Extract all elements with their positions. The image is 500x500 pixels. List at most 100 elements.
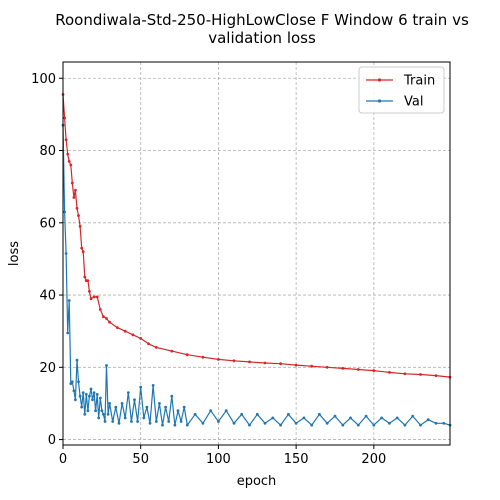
data-point xyxy=(100,409,104,413)
chart-title: Roondiwala-Std-250-HighLowClose F Window… xyxy=(55,11,469,47)
data-point xyxy=(103,420,107,423)
data-point xyxy=(106,412,110,416)
data-point xyxy=(66,331,70,335)
data-point xyxy=(403,372,407,376)
data-point xyxy=(248,423,251,427)
data-point xyxy=(161,423,164,427)
data-point xyxy=(240,412,244,416)
data-point xyxy=(182,405,186,409)
data-point xyxy=(74,398,77,402)
data-point xyxy=(325,365,329,369)
data-point xyxy=(102,412,105,416)
data-point xyxy=(117,421,121,425)
data-point xyxy=(88,394,91,398)
data-point xyxy=(224,409,228,413)
legend-item-train: Train xyxy=(366,74,435,89)
data-point xyxy=(294,421,298,425)
series-layer xyxy=(61,93,452,427)
data-point xyxy=(98,308,102,311)
data-point xyxy=(66,152,70,156)
data-point xyxy=(63,210,66,214)
data-point xyxy=(434,374,438,377)
data-point xyxy=(64,138,68,142)
data-point xyxy=(263,421,267,425)
data-point xyxy=(105,317,108,320)
data-point xyxy=(434,421,438,425)
data-point xyxy=(255,412,259,416)
data-point xyxy=(72,196,76,199)
data-point xyxy=(92,295,96,299)
data-point xyxy=(78,225,82,228)
data-point xyxy=(201,421,205,425)
data-point xyxy=(201,355,205,359)
data-point xyxy=(80,405,84,409)
data-point xyxy=(95,295,99,299)
data-point xyxy=(364,414,368,418)
series-line-val xyxy=(62,125,451,426)
x-axis-label: epoch xyxy=(237,474,277,489)
data-point xyxy=(126,391,130,394)
data-point xyxy=(193,412,197,416)
data-point xyxy=(111,420,115,423)
data-point xyxy=(232,359,236,363)
data-point xyxy=(158,402,161,405)
data-point xyxy=(131,333,135,337)
data-point xyxy=(108,402,111,405)
data-point xyxy=(92,391,96,394)
data-point xyxy=(139,385,143,389)
data-point xyxy=(310,423,314,427)
data-point xyxy=(151,384,155,387)
data-point xyxy=(83,275,87,279)
x-tick-label: 150 xyxy=(284,452,309,467)
data-point xyxy=(83,412,87,416)
legend: Train Val xyxy=(358,66,445,114)
x-tick-label: 50 xyxy=(132,452,149,467)
data-point xyxy=(95,393,99,396)
data-point xyxy=(154,420,158,423)
data-point xyxy=(75,206,79,210)
data-point xyxy=(209,409,213,413)
data-point xyxy=(89,387,93,391)
data-point xyxy=(388,371,391,374)
axis-ticks: 0 50 100 150 200 0 20 40 60 80 100 xyxy=(31,72,386,467)
data-point xyxy=(372,423,376,427)
data-point xyxy=(108,320,111,324)
x-tick-label: 200 xyxy=(361,452,386,467)
data-point xyxy=(91,398,94,402)
legend-label: Val xyxy=(404,95,423,110)
data-point xyxy=(74,188,77,192)
data-point xyxy=(148,421,152,425)
y-tick-label: 80 xyxy=(39,144,56,159)
data-point xyxy=(380,416,383,420)
data-point xyxy=(167,420,171,423)
data-point xyxy=(145,405,149,409)
data-point xyxy=(395,416,399,420)
data-point xyxy=(70,380,74,384)
data-point xyxy=(81,391,85,394)
data-point xyxy=(133,398,136,402)
data-point xyxy=(123,329,127,333)
data-point xyxy=(217,420,220,423)
data-point xyxy=(185,353,189,357)
grid-lines xyxy=(62,62,450,445)
data-point xyxy=(279,423,282,427)
data-point xyxy=(318,412,321,416)
data-point xyxy=(89,297,93,301)
data-point xyxy=(123,416,127,420)
series-train xyxy=(61,93,452,379)
data-point xyxy=(72,389,76,393)
data-point xyxy=(80,246,84,250)
data-point xyxy=(105,364,108,367)
y-tick-label: 0 xyxy=(48,433,56,448)
data-point xyxy=(77,380,80,384)
data-point xyxy=(154,346,158,349)
data-point xyxy=(116,326,119,329)
data-point xyxy=(78,394,82,398)
data-point xyxy=(69,163,73,167)
data-point xyxy=(271,416,275,420)
data-point xyxy=(120,402,124,405)
data-point xyxy=(94,409,97,413)
chart-title-line-1: Roondiwala-Std-250-HighLowClose F Window… xyxy=(55,11,469,29)
data-point xyxy=(310,364,314,368)
